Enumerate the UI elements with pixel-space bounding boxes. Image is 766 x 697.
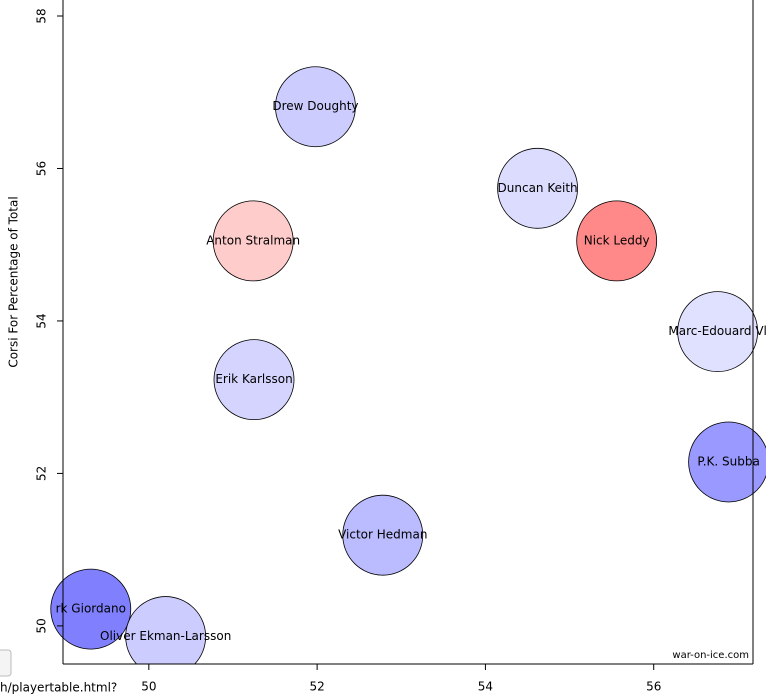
bubble <box>213 339 295 421</box>
point-label: Erik Karlsson <box>215 372 292 386</box>
bubble <box>677 291 759 373</box>
y-axis-label: Corsi For Percentage of Total <box>7 196 21 367</box>
y-tick-label: 50 <box>35 618 49 633</box>
bubble <box>212 200 294 282</box>
point-label: Nick Leddy <box>584 233 650 247</box>
y-tick-label: 58 <box>35 8 49 23</box>
y-tick-label: 56 <box>35 161 49 176</box>
point-label: Marc-Edouard Vl <box>668 324 766 338</box>
bubble <box>342 494 424 576</box>
y-tick-label: 52 <box>35 466 49 481</box>
bubble <box>688 421 766 503</box>
bubble <box>50 568 132 650</box>
point-label: Drew Doughty <box>272 99 358 113</box>
bubble <box>275 66 356 148</box>
point-label: rk Giordano <box>56 602 126 616</box>
x-tick-label: 56 <box>646 680 661 694</box>
status-url: h/playertable.html? <box>0 681 117 695</box>
point-label: Duncan Keith <box>498 181 578 195</box>
x-tick-label: 50 <box>141 680 156 694</box>
point-label: Oliver Ekman-Larsson <box>100 629 231 643</box>
button[interactable] <box>0 649 12 677</box>
x-tick-label: 52 <box>309 680 324 694</box>
point-label: Victor Hedman <box>338 528 427 542</box>
watermark: war-on-ice.com <box>672 650 749 661</box>
point-label: P.K. Subba <box>697 454 760 468</box>
point-label: Anton Stralman <box>206 233 300 247</box>
y-tick-label: 54 <box>35 313 49 328</box>
plot-area: Drew Doughty Duncan Keith Nick Leddy Anton … <box>50 66 766 664</box>
bubble <box>576 200 658 282</box>
x-tick-label: 54 <box>478 680 493 694</box>
bubble <box>497 147 578 229</box>
bubble <box>125 596 207 664</box>
